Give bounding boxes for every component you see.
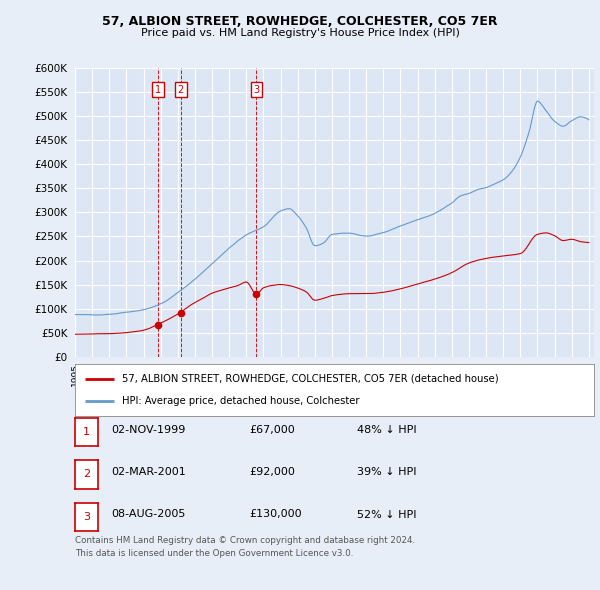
Text: 02-NOV-1999: 02-NOV-1999 [111,425,185,434]
Text: 3: 3 [253,84,259,94]
Text: 39% ↓ HPI: 39% ↓ HPI [357,467,416,477]
Text: 48% ↓ HPI: 48% ↓ HPI [357,425,416,434]
Text: 1: 1 [83,427,90,437]
Text: 2: 2 [178,84,184,94]
Text: Contains HM Land Registry data © Crown copyright and database right 2024.
This d: Contains HM Land Registry data © Crown c… [75,536,415,558]
Text: £130,000: £130,000 [249,510,302,519]
Text: 3: 3 [83,512,90,522]
Text: 1: 1 [155,84,161,94]
Text: HPI: Average price, detached house, Colchester: HPI: Average price, detached house, Colc… [122,396,359,407]
Text: Price paid vs. HM Land Registry's House Price Index (HPI): Price paid vs. HM Land Registry's House … [140,28,460,38]
Text: 08-AUG-2005: 08-AUG-2005 [111,510,185,519]
Text: 02-MAR-2001: 02-MAR-2001 [111,467,186,477]
Text: 2: 2 [83,470,90,479]
Text: £92,000: £92,000 [249,467,295,477]
Text: £67,000: £67,000 [249,425,295,434]
Text: 57, ALBION STREET, ROWHEDGE, COLCHESTER, CO5 7ER: 57, ALBION STREET, ROWHEDGE, COLCHESTER,… [102,15,498,28]
Text: 52% ↓ HPI: 52% ↓ HPI [357,510,416,519]
Text: 57, ALBION STREET, ROWHEDGE, COLCHESTER, CO5 7ER (detached house): 57, ALBION STREET, ROWHEDGE, COLCHESTER,… [122,373,499,384]
